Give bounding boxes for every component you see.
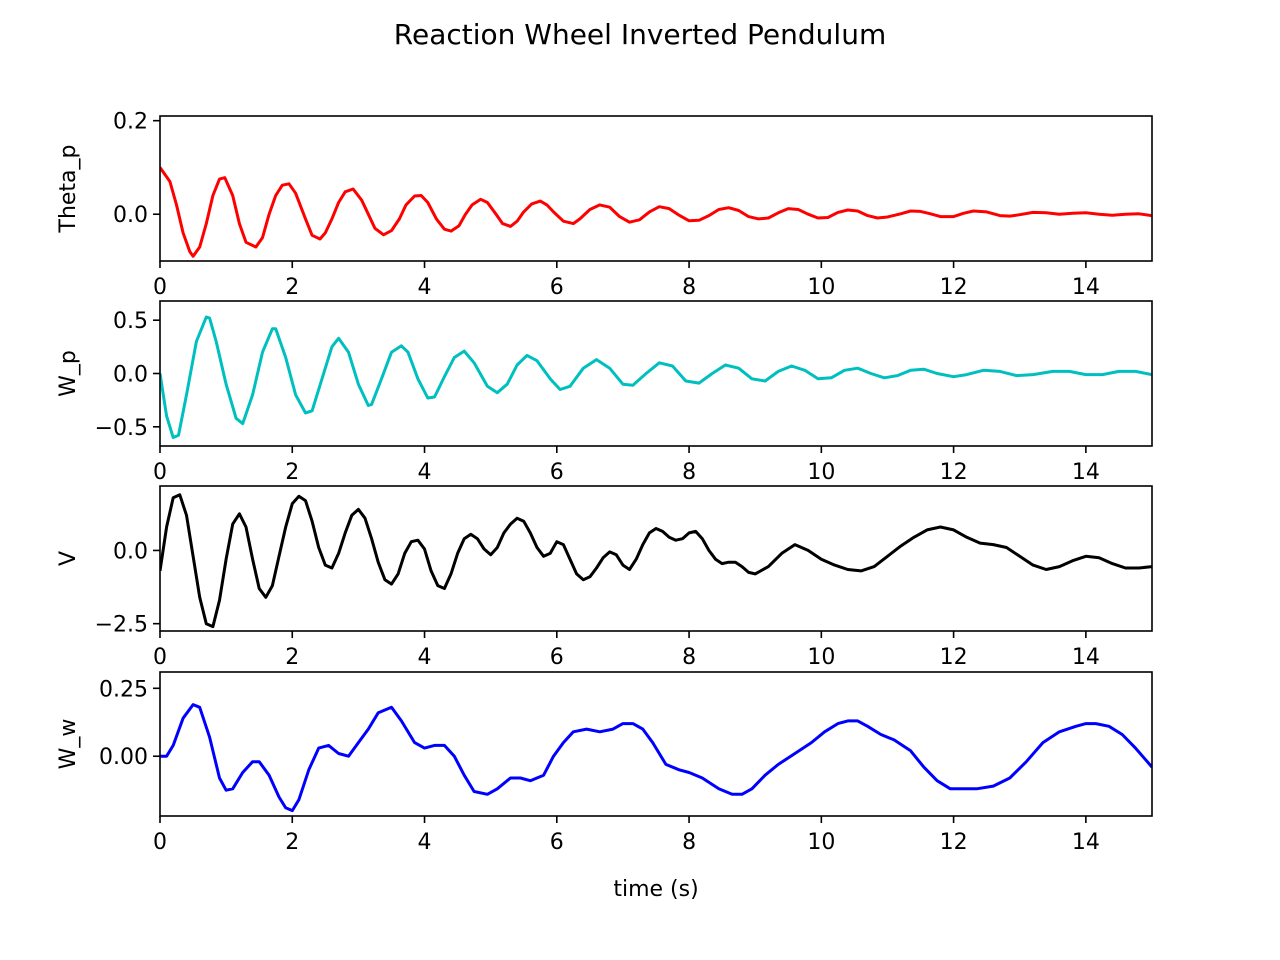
x-tick-label: 14	[1072, 645, 1100, 670]
theta-p-series-line	[160, 166, 1152, 258]
y-axis-label: W_w	[56, 719, 81, 770]
x-tick-label: 2	[285, 275, 299, 300]
x-tick-label: 14	[1072, 460, 1100, 485]
x-tick-label: 6	[550, 830, 564, 855]
y-tick-label: −0.5	[95, 416, 148, 441]
y-tick-label: 0.2	[113, 110, 148, 135]
v-panel: 0 2 4 6 8 10 12 14 0.0 −2.5 V	[56, 485, 1153, 670]
x-tick-label: 6	[550, 275, 564, 300]
x-tick-label: 6	[550, 460, 564, 485]
y-axis-label: V	[56, 551, 81, 566]
x-tick-label: 4	[418, 830, 432, 855]
x-tick-label: 8	[682, 460, 696, 485]
w-p-series-line	[160, 315, 1152, 439]
x-tick-label: 12	[940, 275, 968, 300]
x-tick-label: 10	[807, 830, 835, 855]
x-tick-label: 2	[285, 460, 299, 485]
y-tick-label: 0.25	[99, 677, 148, 702]
y-axis-label: W_p	[56, 350, 81, 397]
x-tick-label: 10	[807, 275, 835, 300]
x-tick-label: 12	[940, 645, 968, 670]
x-tick-label: 8	[682, 830, 696, 855]
y-tick-label: −2.5	[95, 613, 148, 638]
v-axes-frame	[159, 485, 1153, 632]
w-w-axes-frame	[159, 671, 1153, 817]
x-tick-label: 0	[153, 460, 167, 485]
x-tick-label: 0	[153, 830, 167, 855]
x-tick-label: 14	[1072, 275, 1100, 300]
x-tick-label: 14	[1072, 830, 1100, 855]
x-tick-label: 0	[153, 645, 167, 670]
x-tick-label: 2	[285, 830, 299, 855]
x-tick-label: 10	[807, 460, 835, 485]
y-tick-label: 0.0	[113, 363, 148, 388]
w-w-series-line	[160, 703, 1152, 813]
y-axis-label: Theta_p	[56, 145, 81, 234]
subplot-panels: 0 2 4 6 8 10 12 14 0.2 0.0 Theta_p 0 2 4 6 8 10 12 14 0.5 0.…	[56, 110, 1153, 902]
y-tick-label: 0.0	[113, 203, 148, 228]
x-tick-label: 6	[550, 645, 564, 670]
x-tick-label: 12	[940, 460, 968, 485]
x-tick-label: 4	[418, 460, 432, 485]
x-tick-label: 10	[807, 645, 835, 670]
x-tick-label: 8	[682, 645, 696, 670]
y-tick-label: 0.00	[99, 745, 148, 770]
theta-p-panel: 0 2 4 6 8 10 12 14 0.2 0.0 Theta_p	[56, 110, 1153, 300]
x-tick-label: 2	[285, 645, 299, 670]
y-tick-label: 0.5	[113, 309, 148, 334]
chart-title: Reaction Wheel Inverted Pendulum	[394, 18, 886, 51]
x-tick-label: 8	[682, 275, 696, 300]
v-series-line	[160, 493, 1152, 629]
x-axis-label: time (s)	[613, 877, 698, 902]
x-tick-label: 12	[940, 830, 968, 855]
w-p-panel: 0 2 4 6 8 10 12 14 0.5 0.0 −0.5 W_p	[56, 300, 1153, 485]
x-tick-label: 4	[418, 275, 432, 300]
x-tick-label: 4	[418, 645, 432, 670]
x-tick-label: 0	[153, 275, 167, 300]
y-tick-label: 0.0	[113, 539, 148, 564]
theta-p-axes-frame	[159, 115, 1153, 262]
